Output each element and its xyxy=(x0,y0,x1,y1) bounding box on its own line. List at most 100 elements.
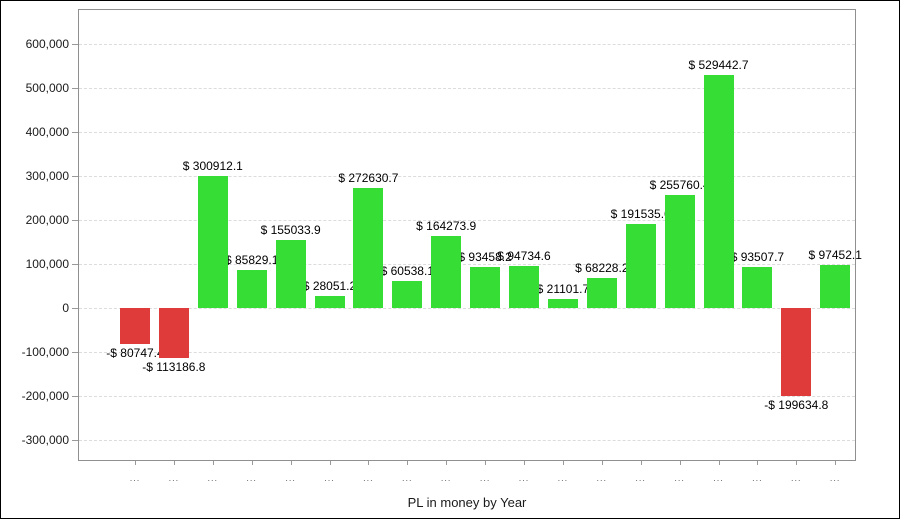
x-axis-tick xyxy=(135,461,136,465)
x-tick-label[interactable]: ... xyxy=(324,473,335,483)
bar-value-label: $ 28051.2 xyxy=(302,278,357,293)
x-tick-label[interactable]: ... xyxy=(829,473,841,483)
x-axis-tick xyxy=(718,461,720,465)
x-axis-tick xyxy=(757,461,759,465)
gridline xyxy=(79,44,855,45)
y-tick-label: 400,000 xyxy=(25,125,69,139)
x-axis-tick xyxy=(407,461,409,465)
bar[interactable] xyxy=(547,298,578,308)
bar[interactable] xyxy=(275,239,306,308)
bar-value-label: $ 68228.2 xyxy=(575,260,629,275)
bar[interactable] xyxy=(742,266,773,308)
x-tick-label[interactable]: ... xyxy=(285,473,296,483)
y-tick-label: 100,000 xyxy=(25,257,69,271)
x-tick-label[interactable]: ... xyxy=(713,473,724,483)
x-tick-label[interactable]: ... xyxy=(752,473,763,483)
bar[interactable] xyxy=(625,223,656,308)
bar[interactable] xyxy=(586,277,617,308)
x-axis-tick xyxy=(368,461,370,465)
x-tick-label[interactable]: ... xyxy=(207,473,219,483)
bar[interactable] xyxy=(820,265,851,308)
bar-value-label: $ 94734.6 xyxy=(497,249,551,264)
bar[interactable] xyxy=(314,295,345,308)
gridline xyxy=(79,220,855,221)
x-axis-tick xyxy=(796,461,798,465)
x-axis-tick xyxy=(524,461,525,465)
bar[interactable] xyxy=(120,308,150,344)
x-axis-tick xyxy=(679,461,681,465)
gridline xyxy=(79,176,855,177)
x-tick-label[interactable]: ... xyxy=(246,473,257,483)
y-tick-label: 500,000 xyxy=(25,81,69,95)
y-tick-label: 600,000 xyxy=(25,37,69,51)
x-axis-tick xyxy=(173,461,175,465)
x-tick-label[interactable]: ... xyxy=(440,473,452,483)
x-tick-label[interactable]: ... xyxy=(557,473,569,483)
x-axis-tick xyxy=(485,461,487,465)
bar[interactable] xyxy=(353,188,384,308)
bar[interactable] xyxy=(703,75,734,308)
x-axis-tick xyxy=(562,461,564,465)
x-tick-label[interactable]: ... xyxy=(129,473,141,483)
plot-area xyxy=(78,9,856,461)
gridline xyxy=(79,352,855,353)
bar[interactable] xyxy=(509,266,539,308)
gridline xyxy=(79,88,855,89)
y-tick-label: -200,000 xyxy=(21,389,69,403)
bar-value-label: $ 164273.9 xyxy=(416,218,477,233)
bar-value-label: $ 21101.7 xyxy=(536,281,590,296)
bar-value-label: $ 93458.2 xyxy=(458,249,512,264)
x-axis-tick xyxy=(446,461,448,465)
bar-value-label: $ 255760.4 xyxy=(649,178,710,193)
bar[interactable] xyxy=(158,308,189,358)
x-axis-tick xyxy=(601,461,603,465)
gridline xyxy=(79,396,855,397)
y-axis-tick xyxy=(72,308,78,309)
bar-value-label: $ 97452.1 xyxy=(808,248,862,263)
x-tick-label[interactable]: ... xyxy=(479,473,491,483)
y-axis-tick xyxy=(72,396,78,397)
x-axis-tick xyxy=(835,461,837,465)
x-tick-label[interactable]: ... xyxy=(674,473,685,483)
y-tick-label: 300,000 xyxy=(25,169,69,183)
gridline xyxy=(79,264,855,265)
y-tick-label: -100,000 xyxy=(21,345,69,359)
bar[interactable] xyxy=(197,175,228,308)
bar-value-label: -$ 199634.8 xyxy=(764,397,829,412)
bar-value-label: $ 191535.6 xyxy=(610,206,671,221)
x-tick-label[interactable]: ... xyxy=(596,473,608,483)
bar[interactable] xyxy=(781,308,812,396)
bar-value-label: -$ 80747.4 xyxy=(106,345,164,360)
y-tick-label: 200,000 xyxy=(25,213,69,227)
y-axis-tick xyxy=(72,352,78,353)
bar-value-label: $ 93507.7 xyxy=(730,249,785,264)
x-tick-label[interactable]: ... xyxy=(791,473,802,483)
bar-value-label: $ 300912.1 xyxy=(182,158,243,173)
x-axis-tick xyxy=(640,461,642,465)
x-axis-tick xyxy=(251,461,253,465)
x-tick-label[interactable]: ... xyxy=(363,473,374,483)
x-axis-tick xyxy=(290,461,292,465)
x-tick-label[interactable]: ... xyxy=(635,473,646,483)
bar[interactable] xyxy=(470,266,501,308)
bar-value-label: -$ 113186.8 xyxy=(142,359,206,374)
bar[interactable] xyxy=(664,195,695,308)
y-axis-tick xyxy=(72,176,78,177)
x-tick-label[interactable]: ... xyxy=(168,473,180,483)
bar-value-label: $ 85829.1 xyxy=(224,253,279,268)
y-axis-tick xyxy=(72,88,78,89)
y-axis-tick xyxy=(72,440,78,441)
bar[interactable] xyxy=(392,281,423,308)
y-tick-label: -300,000 xyxy=(21,433,69,447)
y-axis-tick xyxy=(72,44,78,45)
x-tick-label[interactable]: ... xyxy=(402,473,413,483)
bar[interactable] xyxy=(431,235,462,308)
x-tick-label[interactable]: ... xyxy=(518,473,530,483)
bar-value-label: $ 529442.7 xyxy=(688,58,749,73)
bar-value-label: $ 60538.1 xyxy=(380,264,434,279)
gridline xyxy=(79,308,855,309)
bar[interactable] xyxy=(236,270,267,308)
